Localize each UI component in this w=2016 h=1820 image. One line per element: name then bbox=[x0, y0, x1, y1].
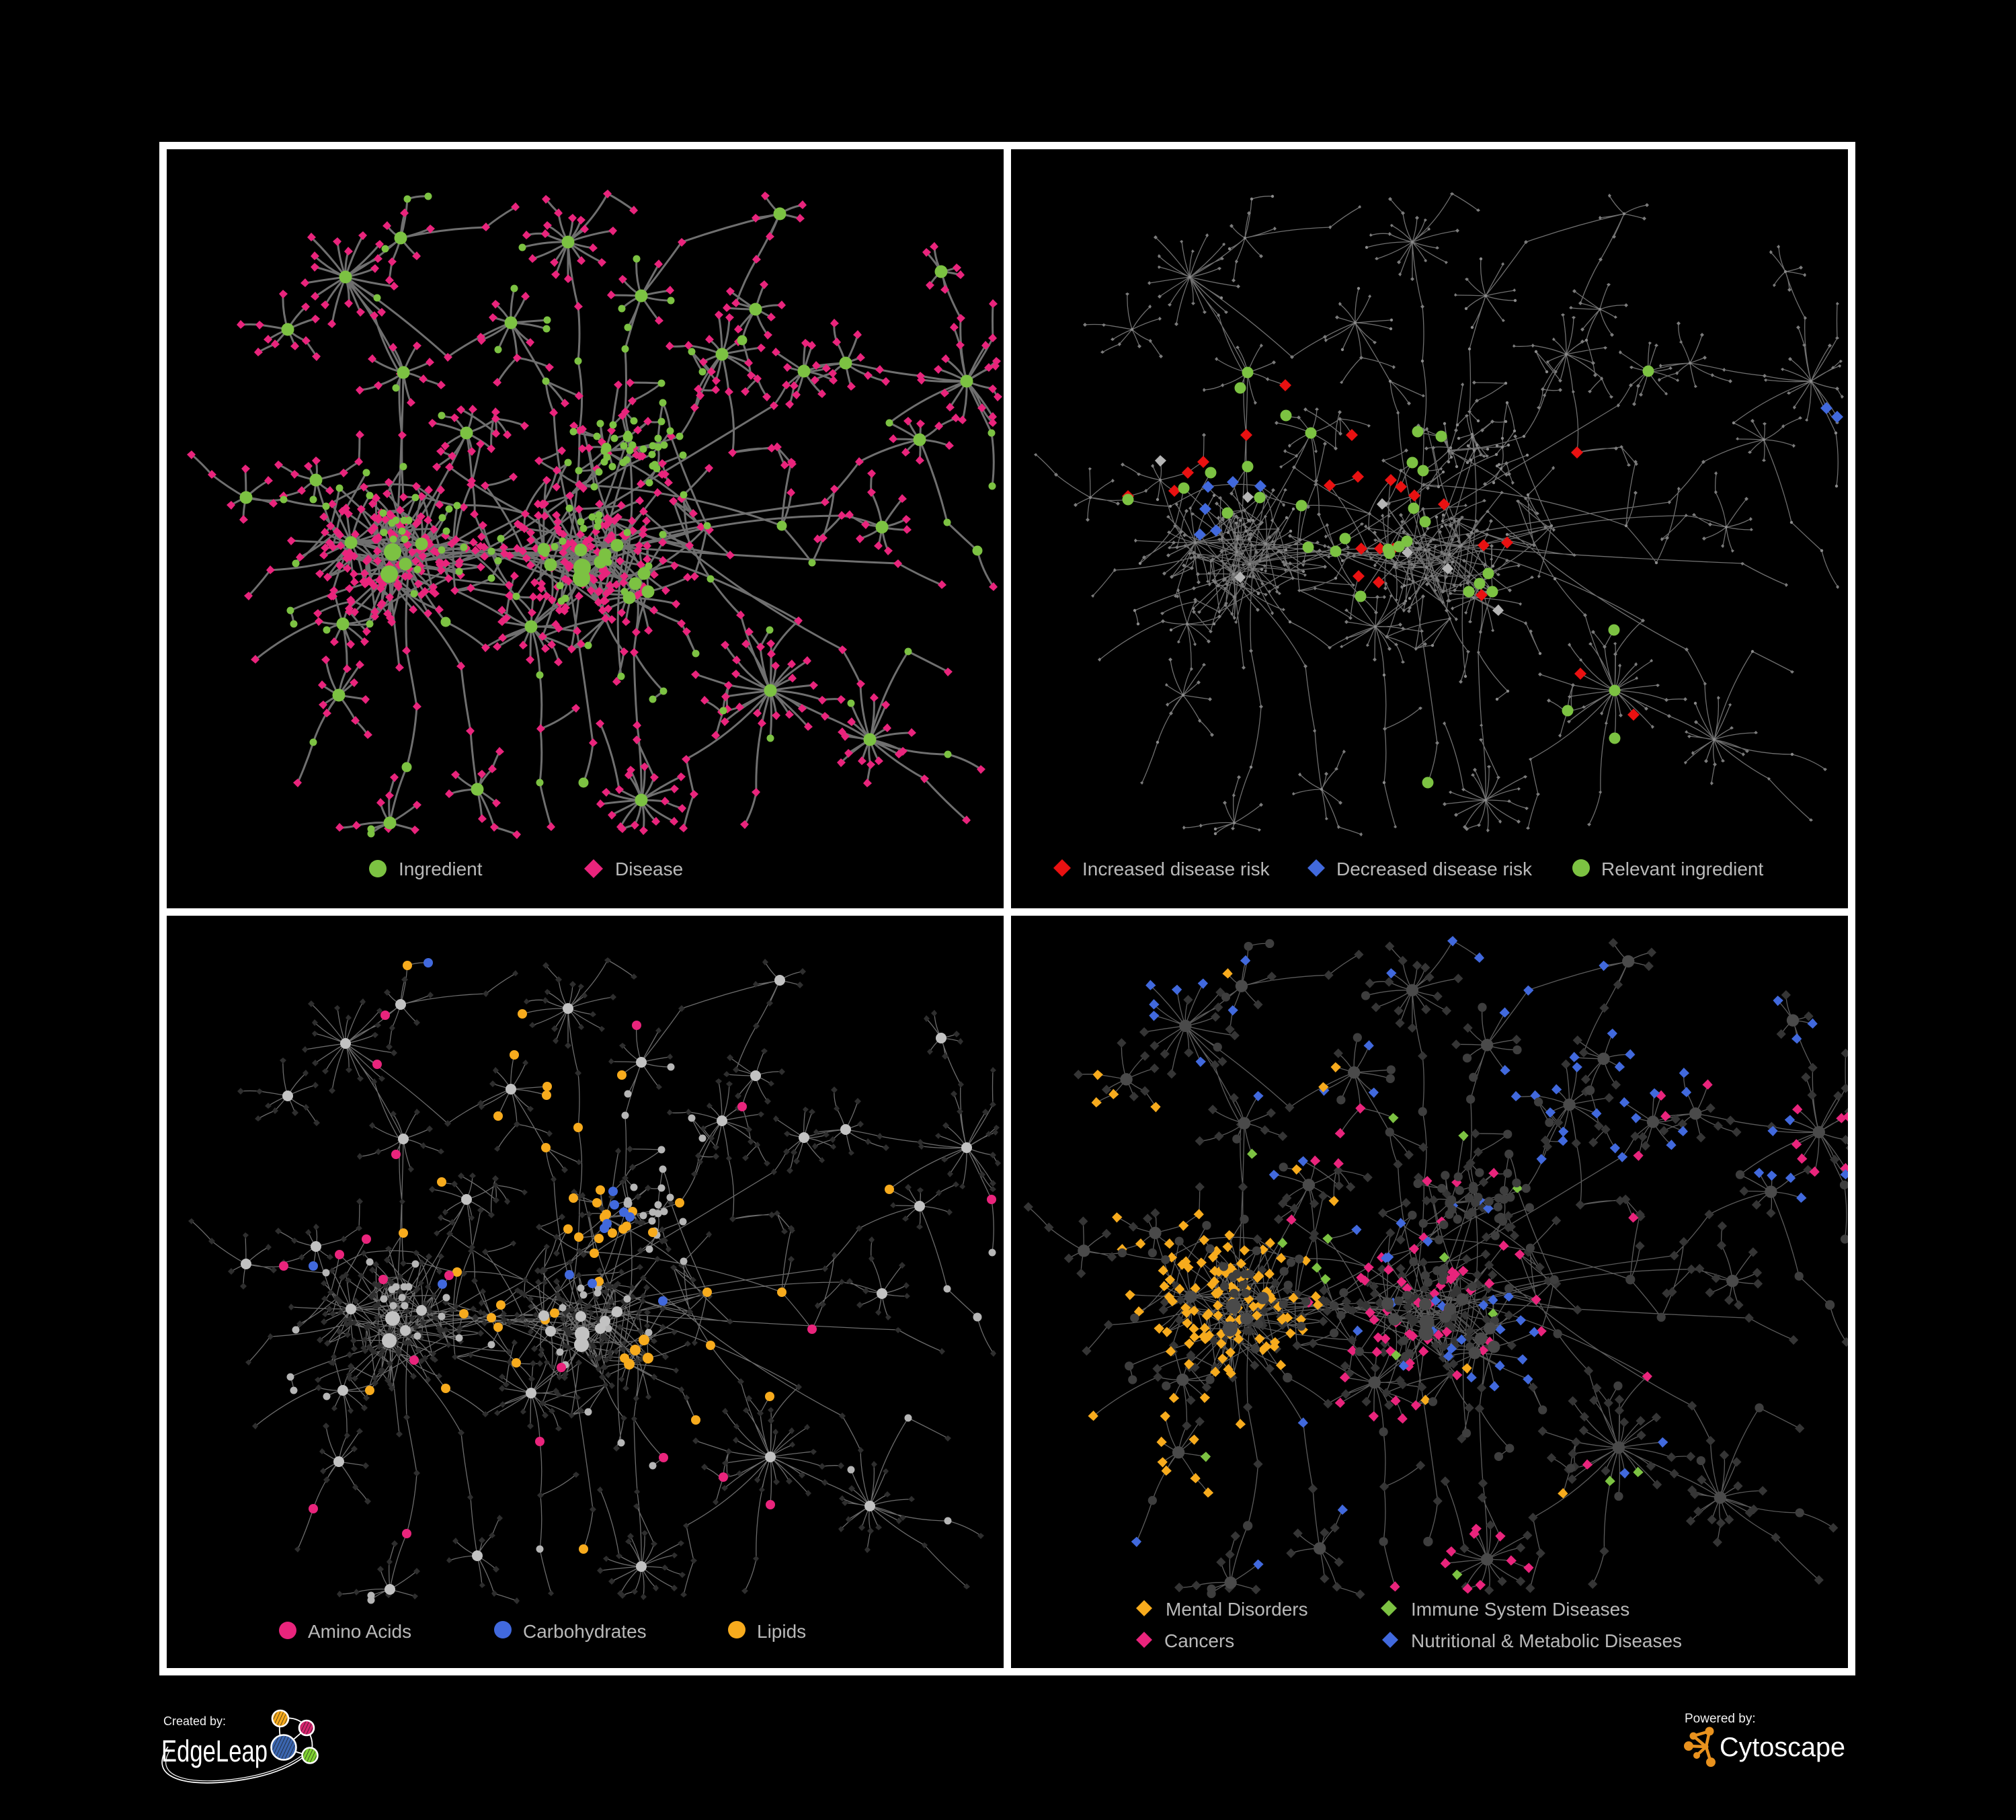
svg-text:Ingredient: Ingredient bbox=[399, 859, 483, 879]
svg-text:Cancers: Cancers bbox=[1164, 1630, 1234, 1651]
svg-text:Increased disease risk: Increased disease risk bbox=[1082, 859, 1271, 879]
svg-text:Lipids: Lipids bbox=[757, 1621, 806, 1642]
svg-text:Immune System Diseases: Immune System Diseases bbox=[1411, 1599, 1629, 1620]
svg-text:Nutritional & Metabolic Diseas: Nutritional & Metabolic Diseases bbox=[1411, 1630, 1682, 1651]
svg-text:Disease: Disease bbox=[615, 859, 683, 879]
svg-text:Amino Acids: Amino Acids bbox=[308, 1621, 411, 1642]
svg-text:EdgeLeap: EdgeLeap bbox=[161, 1734, 268, 1768]
svg-text:Powered by:: Powered by: bbox=[1685, 1712, 1756, 1726]
svg-text:Relevant ingredient: Relevant ingredient bbox=[1601, 859, 1763, 879]
svg-text:Carbohydrates: Carbohydrates bbox=[523, 1621, 647, 1642]
svg-text:Decreased disease risk: Decreased disease risk bbox=[1336, 859, 1533, 879]
svg-text:Mental Disorders: Mental Disorders bbox=[1166, 1599, 1308, 1620]
svg-text:Cytoscape: Cytoscape bbox=[1720, 1733, 1845, 1762]
svg-text:Created by:: Created by: bbox=[163, 1714, 226, 1728]
